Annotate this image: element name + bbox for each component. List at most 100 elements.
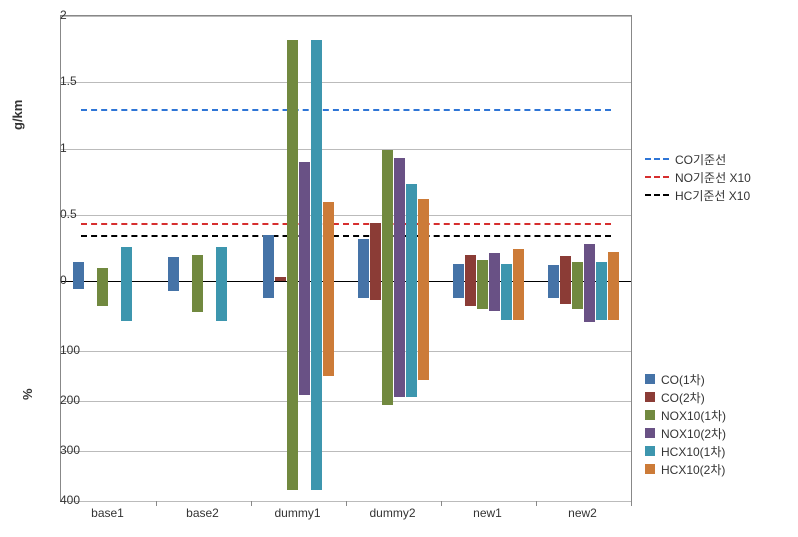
legend-swatch-box xyxy=(645,392,655,402)
bar-up xyxy=(382,150,393,281)
bar-up xyxy=(311,40,322,281)
bar-up xyxy=(453,264,464,281)
bar-up xyxy=(513,249,524,281)
bar-up xyxy=(275,277,286,281)
legend-swatch-box xyxy=(645,446,655,456)
legend-swatch-box xyxy=(645,410,655,420)
grid-line-bottom xyxy=(61,351,631,352)
reference-line xyxy=(81,223,611,225)
bar-down xyxy=(572,281,583,309)
x-tick xyxy=(251,501,252,506)
bar-down xyxy=(323,281,334,376)
legend-reference-lines: CO기준선NO기준선 X10HC기준선 X10 xyxy=(645,150,751,204)
bar-down xyxy=(358,281,369,298)
bar-down xyxy=(548,281,559,298)
legend-item: HCX10(1차) xyxy=(645,442,726,460)
bar-down xyxy=(73,281,84,289)
grid-line-top xyxy=(61,215,631,216)
legend-item: HCX10(2차) xyxy=(645,460,726,478)
bar-up xyxy=(406,184,417,281)
bar-down xyxy=(418,281,429,380)
x-tick xyxy=(156,501,157,506)
bar-down xyxy=(97,281,108,306)
bar-down xyxy=(287,281,298,490)
bar-up xyxy=(572,262,583,281)
bar-up xyxy=(323,202,334,282)
legend-label: HCX10(2차) xyxy=(661,461,725,478)
bar-down xyxy=(489,281,500,311)
legend-label: NOX10(1차) xyxy=(661,407,726,424)
bar-up xyxy=(477,260,488,281)
bar-down xyxy=(168,281,179,291)
legend-swatch-dash xyxy=(645,158,669,160)
bar-up xyxy=(97,268,108,281)
bar-up xyxy=(287,40,298,281)
reference-line xyxy=(81,235,611,237)
grid-line-top xyxy=(61,16,631,17)
bar-up xyxy=(73,262,84,281)
legend-label: CO(1차) xyxy=(661,371,705,388)
x-category-label: dummy2 xyxy=(369,506,415,520)
legend-label: CO기준선 xyxy=(675,151,726,168)
y-axis-title-top: g/km xyxy=(10,100,25,130)
x-tick xyxy=(441,501,442,506)
legend-series: CO(1차)CO(2차)NOX10(1차)NOX10(2차)HCX10(1차)H… xyxy=(645,370,726,478)
bar-down xyxy=(192,281,203,312)
x-category-label: new1 xyxy=(473,506,502,520)
bar-up xyxy=(501,264,512,281)
x-category-label: base1 xyxy=(91,506,124,520)
bar-up xyxy=(299,162,310,281)
bar-up xyxy=(358,239,369,281)
bar-up xyxy=(560,256,571,281)
x-tick xyxy=(631,501,632,506)
bar-up xyxy=(168,257,179,281)
grid-line-bottom xyxy=(61,451,631,452)
bar-up xyxy=(394,158,405,281)
legend-swatch-dash xyxy=(645,194,669,196)
chart-container: g/km % CO기준선NO기준선 X10HC기준선 X10 CO(1차)CO(… xyxy=(0,0,798,537)
bar-up xyxy=(596,262,607,281)
legend-item: NOX10(2차) xyxy=(645,424,726,442)
bar-up xyxy=(192,255,203,282)
bar-up xyxy=(121,247,132,281)
legend-item: CO기준선 xyxy=(645,150,751,168)
bar-down xyxy=(513,281,524,320)
bar-down xyxy=(216,281,227,321)
bar-down xyxy=(465,281,476,306)
legend-swatch-dash xyxy=(645,176,669,178)
legend-item: NOX10(1차) xyxy=(645,406,726,424)
legend-label: HC기준선 X10 xyxy=(675,187,750,204)
legend-item: HC기준선 X10 xyxy=(645,186,751,204)
bar-down xyxy=(501,281,512,320)
legend-swatch-box xyxy=(645,428,655,438)
bar-down xyxy=(394,281,405,397)
legend-label: HCX10(1차) xyxy=(661,443,725,460)
legend-swatch-box xyxy=(645,464,655,474)
legend-swatch-box xyxy=(645,374,655,384)
y-axis-title-bottom: % xyxy=(20,388,35,400)
legend-label: CO(2차) xyxy=(661,389,705,406)
x-category-label: new2 xyxy=(568,506,597,520)
bar-up xyxy=(584,244,595,281)
bar-down xyxy=(263,281,274,298)
bar-down xyxy=(121,281,132,321)
x-category-label: base2 xyxy=(186,506,219,520)
bar-down xyxy=(608,281,619,320)
x-category-label: dummy1 xyxy=(274,506,320,520)
legend-item: NO기준선 X10 xyxy=(645,168,751,186)
bar-up xyxy=(370,223,381,281)
grid-line-bottom xyxy=(61,401,631,402)
legend-label: NO기준선 X10 xyxy=(675,169,751,186)
bar-up xyxy=(548,265,559,281)
bar-down xyxy=(453,281,464,298)
bar-down xyxy=(299,281,310,395)
legend-item: CO(2차) xyxy=(645,388,726,406)
bar-down xyxy=(311,281,322,490)
bar-down xyxy=(584,281,595,322)
bar-down xyxy=(406,281,417,397)
bar-up xyxy=(489,253,500,281)
bar-down xyxy=(370,281,381,300)
legend-item: CO(1차) xyxy=(645,370,726,388)
bar-up xyxy=(216,247,227,281)
grid-line-top xyxy=(61,82,631,83)
